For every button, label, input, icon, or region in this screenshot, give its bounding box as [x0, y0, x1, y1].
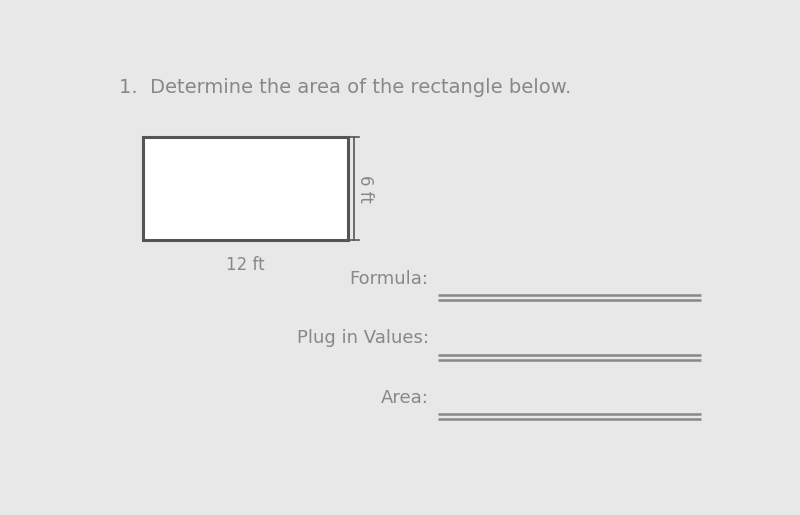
Text: Plug in Values:: Plug in Values: — [297, 329, 429, 347]
Text: 12 ft: 12 ft — [226, 256, 265, 274]
Text: 1.  Determine the area of the rectangle below.: 1. Determine the area of the rectangle b… — [118, 78, 571, 97]
Text: 6 ft: 6 ft — [356, 175, 374, 202]
Text: Area:: Area: — [381, 389, 429, 407]
Text: Formula:: Formula: — [350, 270, 429, 288]
Bar — [143, 137, 348, 240]
